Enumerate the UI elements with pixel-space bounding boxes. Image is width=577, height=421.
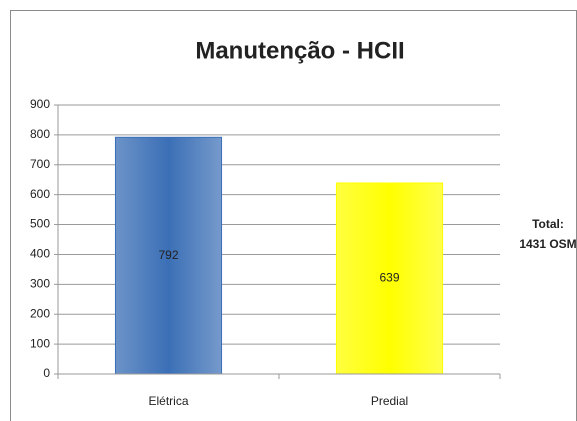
y-tick-label: 200 — [30, 306, 50, 320]
y-tick-label: 900 — [30, 97, 50, 111]
y-tick-label: 700 — [30, 157, 50, 171]
y-tick-label: 400 — [30, 247, 50, 261]
y-tick-label: 100 — [30, 336, 50, 350]
bar — [114, 136, 223, 375]
x-tick-label: Elétrica — [148, 394, 188, 408]
x-tick-label: Predial — [371, 394, 408, 408]
data-label: 639 — [379, 271, 399, 285]
bar — [335, 182, 444, 375]
y-tick-label: 800 — [30, 127, 50, 141]
annotation: 1431 OSM — [519, 237, 576, 251]
chart-frame — [10, 10, 577, 421]
data-label: 792 — [158, 248, 178, 262]
y-tick-label: 0 — [43, 366, 50, 380]
y-tick-label: 500 — [30, 217, 50, 231]
annotation: Total: — [532, 217, 564, 231]
chart-title: Manutenção - HCII — [195, 37, 404, 64]
y-tick-label: 600 — [30, 187, 50, 201]
y-tick-label: 300 — [30, 277, 50, 291]
